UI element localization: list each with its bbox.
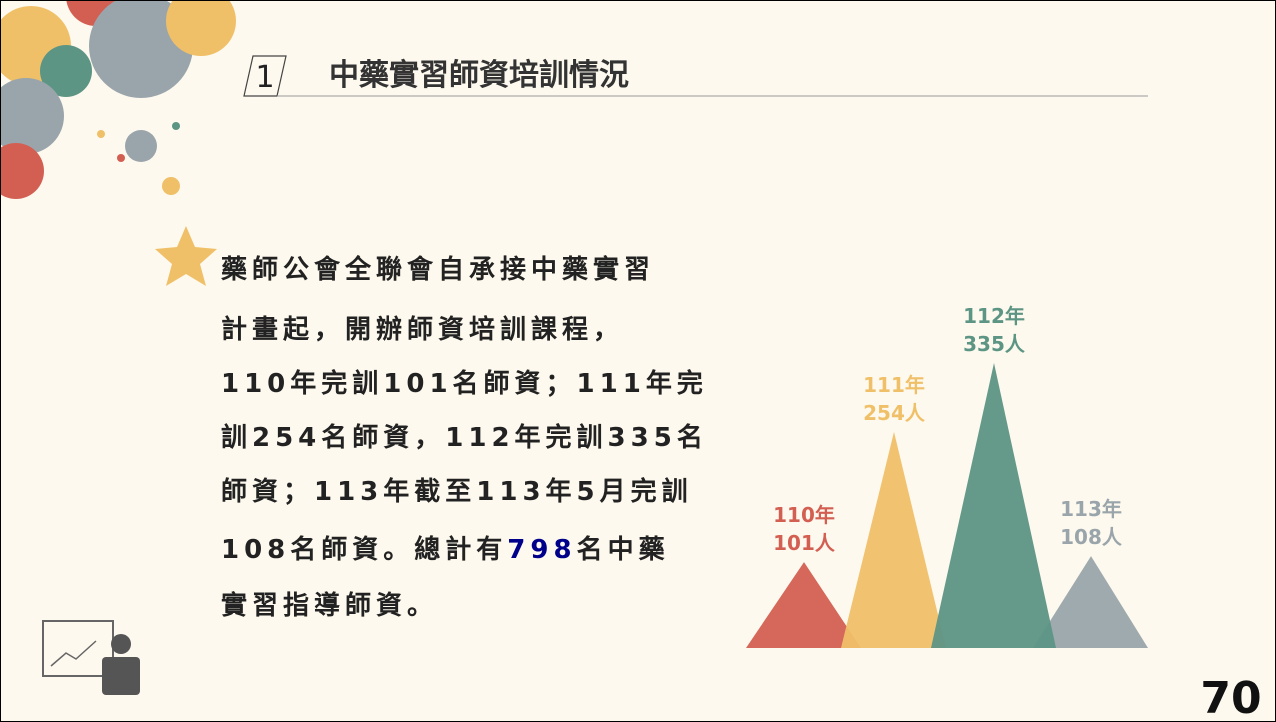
body-line: 110年完訓101名師資；111年完 [221, 363, 708, 400]
value-label: 101人 [773, 531, 836, 555]
triangle [746, 562, 861, 648]
body-line: 訓254名師資，112年完訓335名 [221, 417, 708, 454]
slide-graphics: 1 中藥實習師資培訓情況 70 110年 101人 111年 254人 113年 108人… [1, 1, 1275, 721]
section-number: 1 [255, 60, 274, 95]
presenter-icon [43, 621, 140, 695]
category-label: 113年 [1060, 497, 1122, 521]
body-text: 藥師公會全聯會自承接中藥實習 [221, 255, 655, 285]
body-line: 計畫起，開辦師資培訓課程， [221, 309, 624, 346]
body-text: 108名師資。總計有 [221, 535, 507, 565]
body-line: 藥師公會全聯會自承接中藥實習 [221, 249, 655, 286]
body-text: 實習指導師資。 [221, 591, 438, 621]
body-line: 師資；113年截至113年5月完訓 [221, 471, 693, 508]
decor-circles [1, 1, 236, 199]
value-label: 254人 [863, 401, 926, 425]
slide: 1 中藥實習師資培訓情況 70 110年 101人 111年 254人 113年 108人… [0, 0, 1276, 722]
body-text: 師資；113年截至113年5月完訓 [221, 477, 693, 507]
page-number: 70 [1200, 673, 1261, 721]
triangle [841, 432, 946, 648]
value-label: 335人 [963, 332, 1026, 356]
category-label: 111年 [863, 373, 925, 397]
body-text: 計畫起，開辦師資培訓課程， [221, 315, 624, 345]
value-label: 108人 [1060, 525, 1123, 549]
section-title: 中藥實習師資培訓情況 [329, 58, 629, 93]
category-label: 110年 [773, 503, 835, 527]
body-text: 訓254名師資，112年完訓335名 [221, 423, 708, 453]
body-line: 108名師資。總計有798名中藥 [221, 529, 670, 566]
triangle [931, 363, 1056, 648]
star-bullet [155, 226, 217, 286]
highlight-number: 798 [507, 535, 576, 565]
category-label: 112年 [963, 304, 1025, 328]
body-text: 名中藥 [577, 535, 670, 565]
body-text: 110年完訓101名師資；111年完 [221, 369, 708, 399]
body-line: 實習指導師資。 [221, 585, 438, 622]
